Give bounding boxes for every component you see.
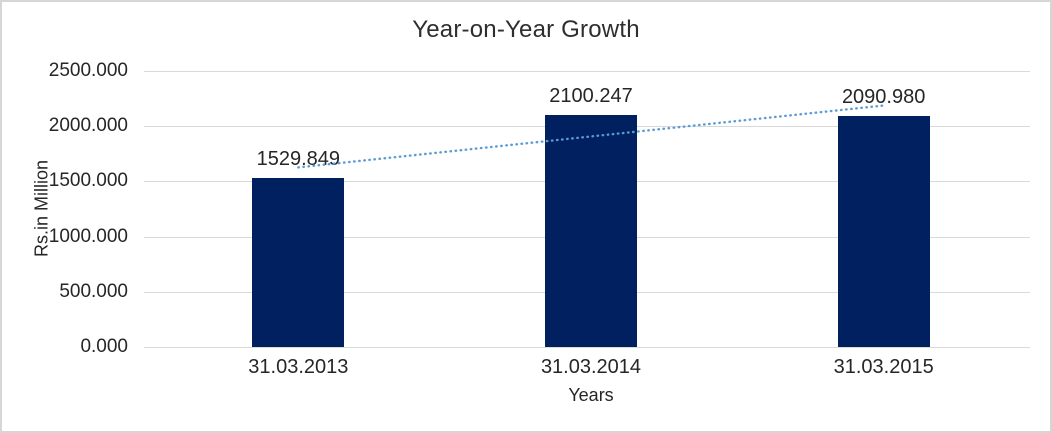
y-axis-tick (144, 347, 152, 348)
y-tick-label: 1500.000 (48, 170, 128, 192)
y-axis-tick (144, 236, 152, 238)
gridline (152, 71, 1030, 72)
y-axis-tick (144, 71, 152, 72)
y-tick-label: 1000.000 (48, 225, 128, 247)
bar-value-label: 1529.849 (256, 148, 341, 171)
y-tick-label: 0.000 (80, 336, 128, 357)
bar-31.03.2013 (252, 178, 345, 347)
y-axis-tick (144, 126, 152, 128)
y-axis-tick (144, 291, 152, 293)
y-tick-label: 2000.000 (48, 115, 128, 137)
gridline (152, 347, 1030, 348)
bar-31.03.2015 (837, 116, 930, 347)
y-axis-tick (144, 181, 152, 183)
y-axis-title: Rs.in Million (31, 159, 52, 258)
x-tick-label: 31.03.2013 (248, 356, 349, 378)
y-tick-label: 2500.000 (48, 60, 128, 81)
x-tick-label: 31.03.2014 (540, 356, 642, 378)
chart-title: Year-on-Year Growth (412, 16, 640, 43)
y-tick-label: 500.000 (59, 280, 128, 302)
x-axis-title: Years (568, 385, 614, 405)
bar-value-label: 2100.247 (549, 85, 633, 108)
bar-value-label: 2090.980 (841, 86, 926, 109)
bar-31.03.2014 (545, 115, 637, 347)
x-tick-label: 31.03.2015 (833, 356, 934, 378)
